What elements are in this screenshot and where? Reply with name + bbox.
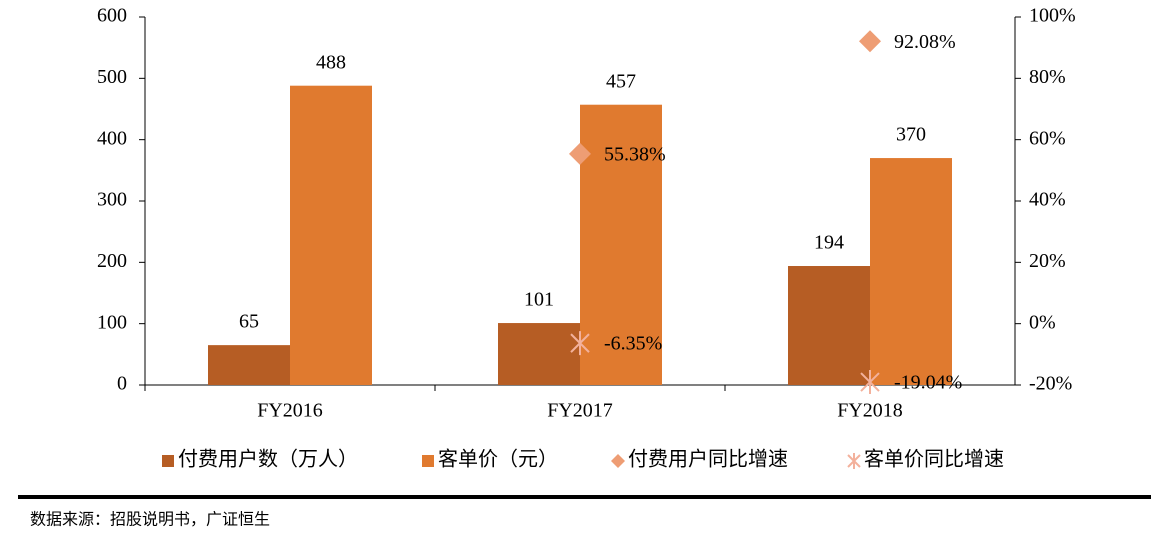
y-tick-label: 100 — [97, 311, 127, 333]
legend-swatch — [611, 454, 625, 468]
bar — [870, 158, 952, 385]
bar — [208, 345, 290, 385]
value-label: 65 — [239, 311, 259, 333]
point — [569, 142, 591, 165]
value-label: 370 — [896, 124, 926, 146]
y-tick-label: 500 — [97, 66, 127, 88]
y-tick-label: 0 — [117, 373, 127, 395]
legend-swatch — [422, 455, 434, 467]
y-tick-label: 600 — [97, 5, 127, 27]
value-label: -6.35% — [604, 333, 662, 355]
x-tick-label: FY2017 — [547, 400, 613, 422]
value-label: 92.08% — [894, 31, 956, 53]
legend-swatch — [847, 453, 861, 469]
x-tick-label: FY2016 — [257, 400, 323, 422]
y2-tick-label: -20% — [1029, 373, 1072, 395]
bar — [580, 104, 662, 385]
y-tick-label: 400 — [97, 127, 127, 149]
value-label: 457 — [606, 70, 636, 92]
x-tick-label: FY2018 — [837, 400, 903, 422]
y2-tick-label: 60% — [1029, 127, 1066, 149]
point — [859, 30, 881, 53]
value-label: 55.38% — [604, 143, 666, 165]
y2-tick-label: 80% — [1029, 66, 1066, 88]
source: 数据来源：招股说明书，广证恒生 — [30, 511, 270, 529]
point — [570, 331, 590, 356]
y2-tick-label: 40% — [1029, 189, 1066, 211]
value-label: 488 — [316, 51, 346, 73]
y2-tick-label: 0% — [1029, 311, 1056, 333]
bar — [498, 323, 580, 385]
bar — [788, 266, 870, 385]
bar — [290, 85, 372, 386]
value-label: 194 — [814, 232, 844, 254]
y2-tick-label: 100% — [1029, 5, 1076, 27]
legend-label: 客单价同比增速 — [864, 448, 1004, 471]
point — [860, 370, 880, 395]
value-label: 101 — [524, 289, 554, 311]
y2-tick-label: 20% — [1029, 250, 1066, 272]
y-tick-label: 300 — [97, 189, 127, 211]
legend-label: 付费用户同比增速 — [628, 448, 788, 471]
value-label: -19.04% — [894, 372, 962, 394]
legend-label: 客单价（元） — [438, 448, 558, 471]
legend-label: 付费用户数（万人） — [178, 448, 358, 471]
legend-swatch — [162, 455, 174, 467]
y-tick-label: 200 — [97, 250, 127, 272]
